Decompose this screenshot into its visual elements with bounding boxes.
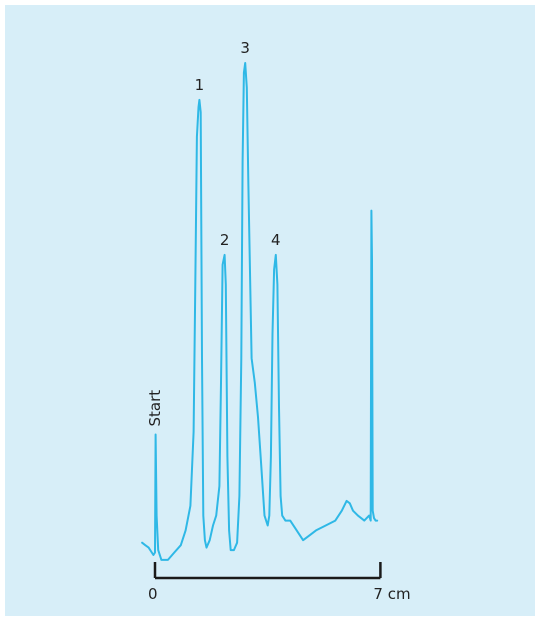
chromatogram-chart: 1 2 3 4 Start 0 7 cm: [5, 5, 535, 616]
start-label: Start: [146, 390, 164, 427]
scale-bar: 0 7 cm: [148, 562, 411, 603]
peak-label-4: 4: [271, 231, 281, 249]
figure-background: [5, 5, 535, 616]
peak-label-3: 3: [240, 39, 250, 57]
peak-label-2: 2: [220, 231, 230, 249]
peak-label-1: 1: [195, 76, 205, 94]
scale-start-label: 0: [148, 585, 158, 603]
chromatogram-figure: 1 2 3 4 Start 0 7 cm: [5, 5, 535, 616]
scale-end-label: 7 cm: [373, 585, 410, 603]
chromatogram-trace: [141, 62, 379, 561]
